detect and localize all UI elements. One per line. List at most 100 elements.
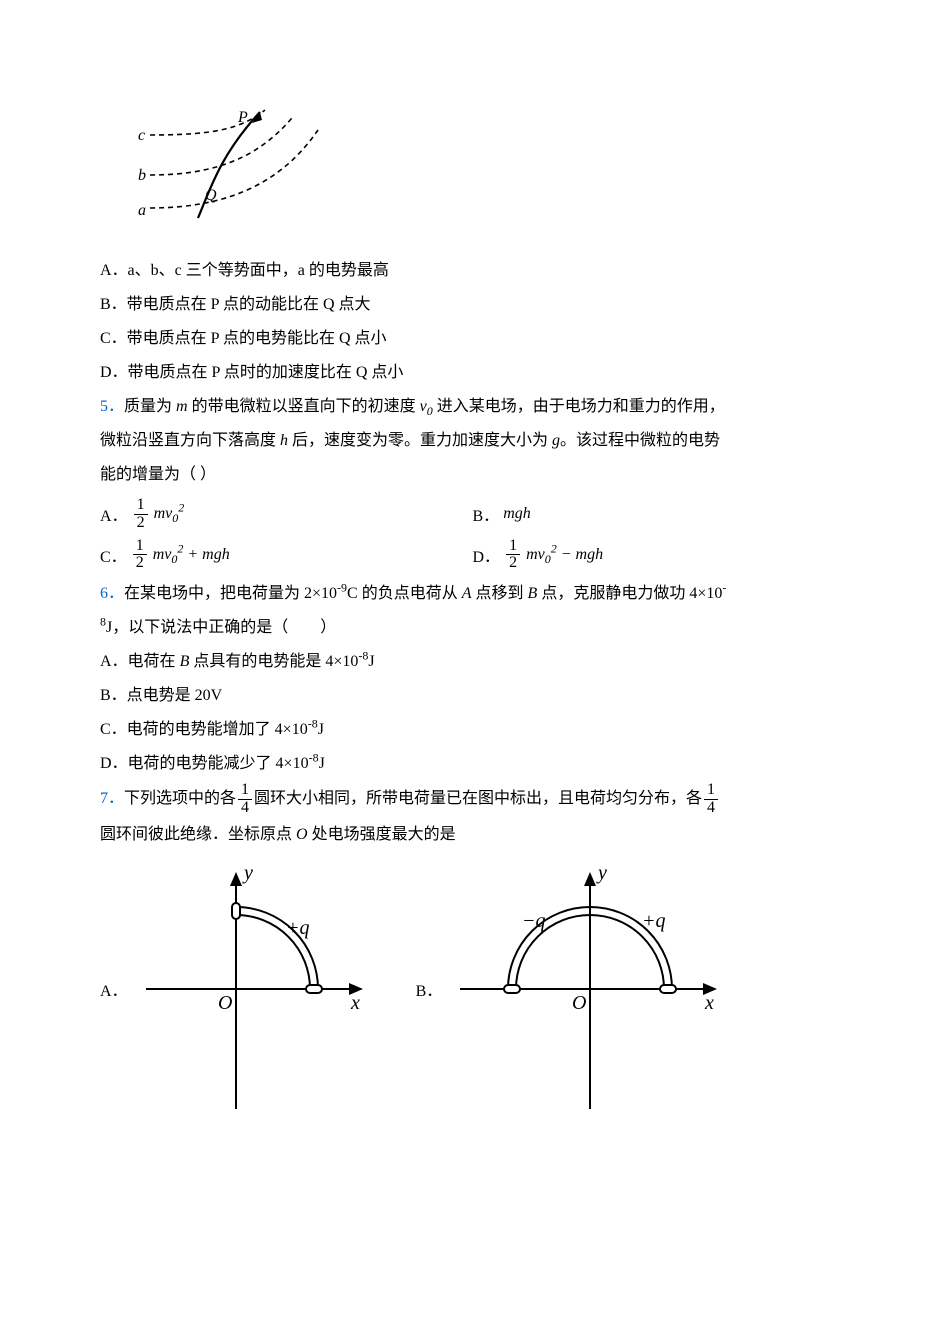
q7-t2: 圆环大小相同，所带电荷量已在图中标出，且电荷均匀分布，各 <box>254 783 702 815</box>
fig-B-minusq: −q <box>522 910 546 932</box>
q6-option-D: D．电荷的电势能减少了 4×10-8J <box>100 748 845 780</box>
q7-l2b: 处电场强度最大的是 <box>308 826 456 843</box>
fig-A-plusq: +q <box>286 917 310 939</box>
frac-half-C: 1 2 <box>133 538 147 573</box>
q6-t1: 在某电场中，把电荷量为 2×10 <box>124 585 337 602</box>
q5-A-mv: mv02 <box>154 505 185 523</box>
frac-half-D: 1 2 <box>506 538 520 573</box>
q6-t1c: 点移到 <box>472 585 528 602</box>
fig-A-O: O <box>218 992 232 1014</box>
q5-C-expr: mv02 + mgh <box>153 546 230 564</box>
q5-option-D: D． 1 2 mv02 − mgh <box>473 538 846 573</box>
q6-t1d: 点，克服静电力做功 4×10 <box>537 585 722 602</box>
q7-fig-B: −q +q y x O <box>450 859 730 1119</box>
q6-line2: 8J，以下说法中正确的是（ ） <box>100 612 845 644</box>
q7f1d: 4 <box>238 799 252 817</box>
q6-A-t2: 点具有的电势能是 4×10 <box>189 653 358 670</box>
q7-option-B: B． −q +q y <box>416 859 731 1119</box>
q5-D-label: D． <box>473 543 501 567</box>
mv-text: mv <box>154 505 173 522</box>
label-a: a <box>138 202 146 219</box>
q6-A-t1: A．电荷在 <box>100 653 180 670</box>
q6-C-exp: -8 <box>308 717 318 731</box>
q7-number: 7． <box>100 783 124 815</box>
q5-text2: 的带电微粒以竖直向下的初速度 <box>188 398 420 415</box>
q7-line1: 7．下列选项中的各 1 4 圆环大小相同，所带电荷量已在图中标出，且电荷均匀分布… <box>100 782 845 817</box>
q5-line2c: 。该过程中微粒的电势 <box>560 432 720 449</box>
figure-equipotential: c b a P Q <box>120 100 845 245</box>
q6-line1: 6．在某电场中，把电荷量为 2×10-9C 的负点电荷从 A 点移到 B 点，克… <box>100 578 845 610</box>
minusD: − <box>557 546 576 563</box>
q5-options-row1: A． 1 2 mv02 B． mgh <box>100 497 845 532</box>
q5-B-label: B． <box>473 502 500 526</box>
q5-option-C: C． 1 2 mv02 + mgh <box>100 538 473 573</box>
q6-C-t2: J <box>318 721 324 738</box>
q7-figures-row: A． +q y x O <box>100 859 845 1119</box>
q7-A-label: A． <box>100 977 128 1001</box>
num1: 1 <box>134 497 148 514</box>
label-c: c <box>138 127 145 144</box>
num1c: 1 <box>133 538 147 555</box>
num1d: 1 <box>506 538 520 555</box>
fig-A-y: y <box>242 862 253 884</box>
mghC: mgh <box>202 546 230 563</box>
plusC: + <box>183 546 202 563</box>
q5-option-A: A． 1 2 mv02 <box>100 497 473 532</box>
q5-line2: 微粒沿竖直方向下落高度 h 后，速度变为零。重力加速度大小为 g。该过程中微粒的… <box>100 425 845 457</box>
den2: 2 <box>134 514 148 532</box>
q5-option-B: B． mgh <box>473 502 846 526</box>
q5-B-mgh: mgh <box>503 505 531 523</box>
q5-line2b: 后，速度变为零。重力加速度大小为 <box>288 432 552 449</box>
frac-quarter-1: 1 4 <box>238 782 252 817</box>
q6-D-t1: D．电荷的电势能减少了 4×10 <box>100 755 309 772</box>
q6-l2b: J，以下说法中正确的是（ ） <box>106 619 336 636</box>
q7-fig-A: +q y x O <box>136 859 376 1119</box>
q6-A-exp: -8 <box>358 649 368 663</box>
mvC: mv <box>153 546 172 563</box>
fig-B-y: y <box>596 862 607 884</box>
q4-option-A: A．a、b、c 三个等势面中，a 的电势最高 <box>100 255 845 287</box>
q6-t1b: C 的负点电荷从 <box>347 585 462 602</box>
q6-A: A <box>462 585 472 602</box>
q7-B-label: B． <box>416 977 443 1001</box>
q6-A-B: B <box>180 653 190 670</box>
frac-half-A: 1 2 <box>134 497 148 532</box>
mghD: mgh <box>576 546 604 563</box>
q7f1n: 1 <box>238 782 252 799</box>
q4-option-B: B．带电质点在 P 点的动能比在 Q 点大 <box>100 289 845 321</box>
label-Q: Q <box>205 187 217 204</box>
fig-B-x: x <box>704 992 714 1014</box>
q5-text3: 进入某电场，由于电场力和重力的作用， <box>433 398 725 415</box>
q5-v: v <box>420 398 427 415</box>
q5-options-row2: C． 1 2 mv02 + mgh D． 1 2 mv02 − mgh <box>100 538 845 573</box>
q5-line3: 能的增量为（ ） <box>100 459 845 491</box>
q5-line1: 5．质量为 m 的带电微粒以竖直向下的初速度 v0 进入某电场，由于电场力和重力… <box>100 391 845 423</box>
q7-l2a: 圆环间彼此绝缘．坐标原点 <box>100 826 296 843</box>
q6-exp1: -9 <box>337 581 347 595</box>
q5-line2a: 微粒沿竖直方向下落高度 <box>100 432 280 449</box>
label-P: P <box>237 109 248 126</box>
q5-D-expr: mv02 − mgh <box>526 546 603 564</box>
q6-option-B: B．点电势是 20V <box>100 680 845 712</box>
q7-line2: 圆环间彼此绝缘．坐标原点 O 处电场强度最大的是 <box>100 819 845 851</box>
fig-A-x: x <box>350 992 360 1014</box>
q4-option-C: C．带电质点在 P 点的电势能比在 Q 点小 <box>100 323 845 355</box>
q4-option-D: D．带电质点在 P 点时的加速度比在 Q 点小 <box>100 357 845 389</box>
page: c b a P Q A．a、b、c 三个等势面中，a 的电势最高 B．带电质点在… <box>0 0 945 1179</box>
q7-O: O <box>296 826 308 843</box>
q7-option-A: A． +q y x O <box>100 859 376 1119</box>
fig-B-O: O <box>572 992 586 1014</box>
q6-A-t3: J <box>368 653 374 670</box>
q5-number: 5． <box>100 398 124 415</box>
sup2: 2 <box>178 501 184 515</box>
q6-option-A: A．电荷在 B 点具有的电势能是 4×10-8J <box>100 646 845 678</box>
q6-C-t1: C．电荷的电势能增加了 4×10 <box>100 721 308 738</box>
fig-B-plusq: +q <box>642 910 666 932</box>
q5-g: g <box>552 432 560 449</box>
mvD: mv <box>526 546 545 563</box>
label-b: b <box>138 167 146 184</box>
den2c: 2 <box>133 554 147 572</box>
q5-text1: 质量为 <box>124 398 176 415</box>
equipotential-svg: c b a P Q <box>120 100 330 245</box>
frac-quarter-2: 1 4 <box>704 782 718 817</box>
